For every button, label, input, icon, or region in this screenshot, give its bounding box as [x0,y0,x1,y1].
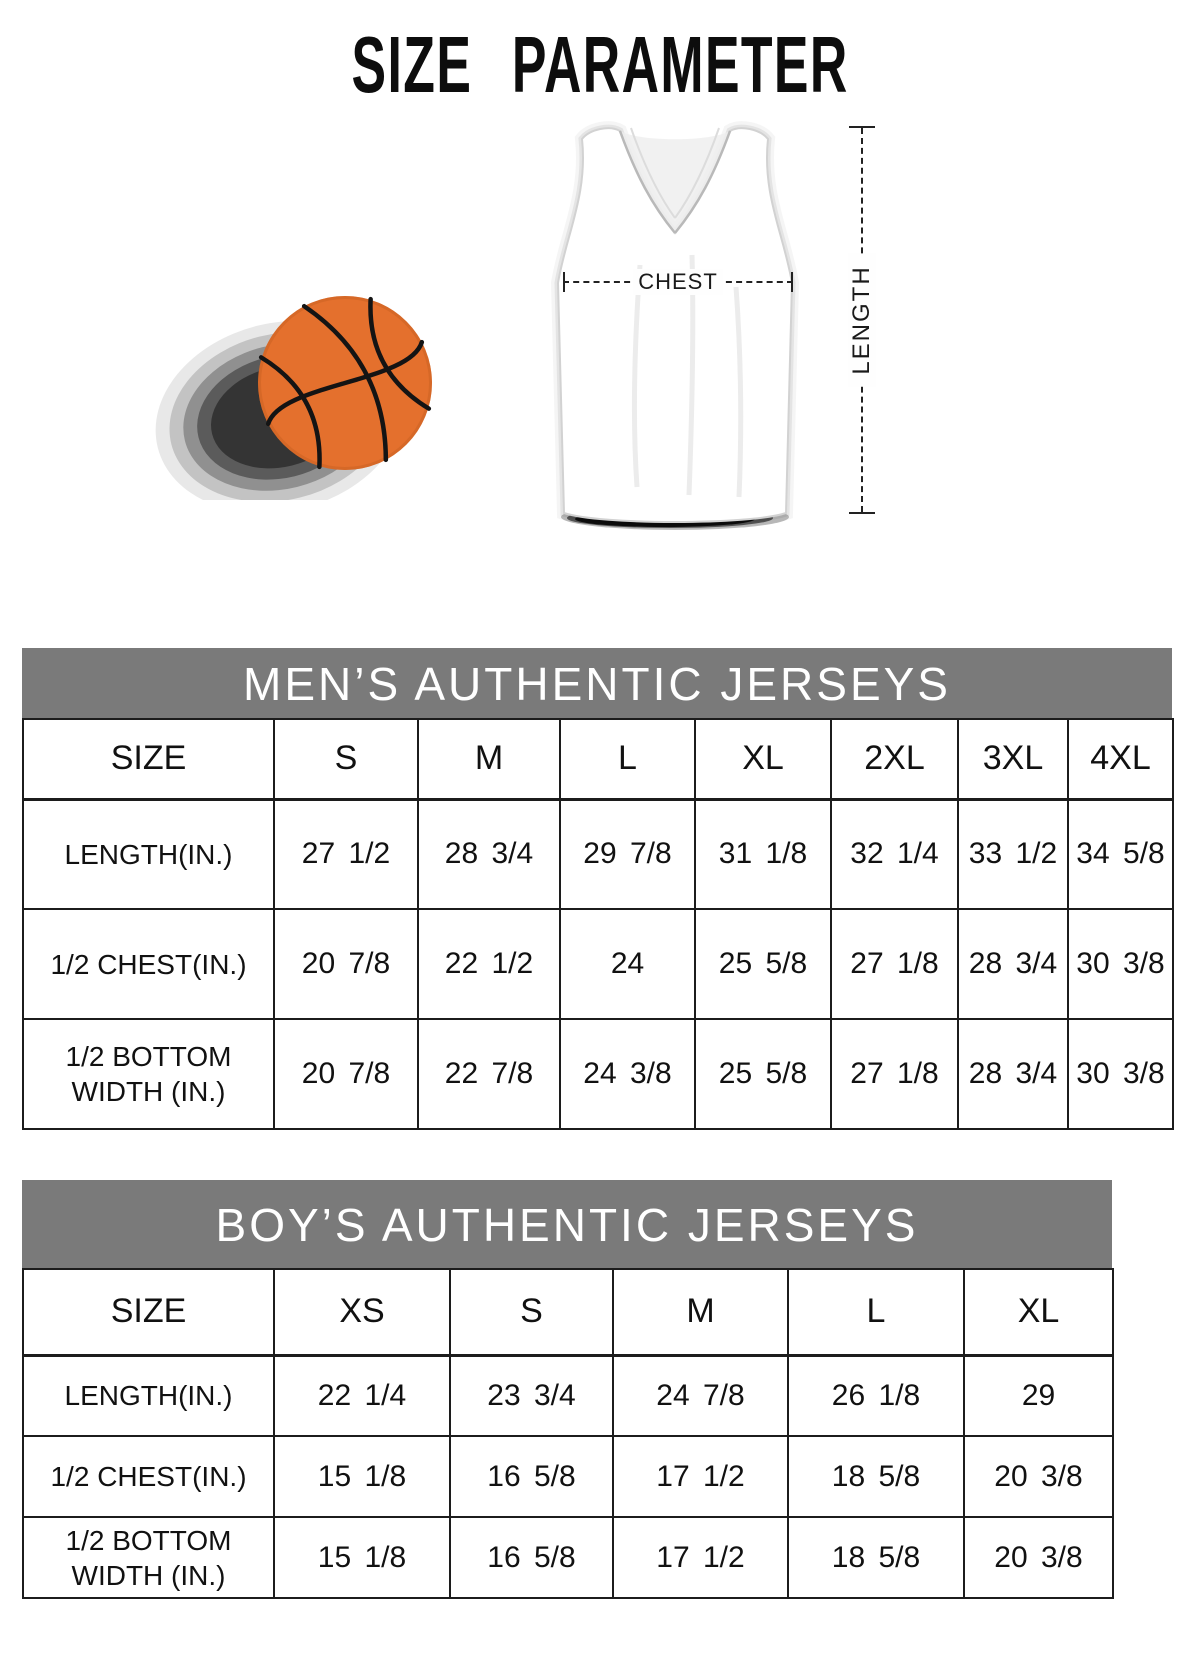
size-value-cell: 20 7/8 [273,1018,419,1130]
size-value-cell: 20 7/8 [273,908,419,1020]
length-label: LENGTH [848,253,876,387]
boys-size-grid: SIZE XS S M L XL LENGTH(IN.) 22 1/4 23 3… [22,1268,1114,1599]
size-value-cell: 16 5/8 [449,1435,614,1518]
size-value-cell: 34 5/8 [1067,798,1174,910]
size-value-cell: 27 1/8 [830,908,959,1020]
chest-tick-right [791,272,793,292]
size-value-cell: 20 3/8 [963,1435,1114,1518]
boys-table-title: BOY’S AUTHENTIC JERSEYS [22,1180,1112,1268]
mens-table-title: MEN’S AUTHENTIC JERSEYS [22,648,1172,718]
page-title: SIZE PARAMETER [0,20,1200,110]
basketball-icon [155,296,432,500]
size-value-cell: 28 3/4 [957,1018,1069,1130]
size-value-cell: 33 1/2 [957,798,1069,910]
size-value-cell: 22 1/2 [417,908,561,1020]
size-value-cell: 24 7/8 [612,1354,789,1437]
size-value-cell: 15 1/8 [273,1435,451,1518]
table-row-length: LENGTH(IN.) 22 1/4 23 3/4 24 7/8 26 1/8 … [22,1354,1114,1437]
size-value-cell: 23 3/4 [449,1354,614,1437]
size-value-cell: 17 1/2 [612,1435,789,1518]
size-value-cell: 20 3/8 [963,1516,1114,1599]
size-column-header: S [449,1268,614,1357]
size-value-cell: 22 7/8 [417,1018,561,1130]
size-value-cell: 29 [963,1354,1114,1437]
mens-size-grid: SIZE S M L XL 2XL 3XL 4XL LENGTH(IN.) 27… [22,718,1174,1130]
size-column-header: 4XL [1067,718,1174,801]
size-value-cell: 25 5/8 [694,1018,832,1130]
chest-label: CHEST [633,269,723,295]
size-value-cell: 26 1/8 [787,1354,965,1437]
row-label: 1/2 BOTTOM WIDTH (IN.) [22,1516,275,1599]
measurement-diagram: CHEST LENGTH [0,100,1200,560]
size-column-header: M [612,1268,789,1357]
table-row-half-bottom-width: 1/2 BOTTOM WIDTH (IN.) 15 1/8 16 5/8 17 … [22,1516,1114,1599]
length-cap-top [849,126,875,128]
size-value-cell: 16 5/8 [449,1516,614,1599]
size-value-cell: 17 1/2 [612,1516,789,1599]
length-measure-line: LENGTH [848,126,876,514]
size-value-cell: 29 7/8 [559,798,696,910]
size-value-cell: 15 1/8 [273,1516,451,1599]
row-label: LENGTH(IN.) [22,1354,275,1437]
size-value-cell: 28 3/4 [957,908,1069,1020]
size-column-header: 2XL [830,718,959,801]
row-label: 1/2 CHEST(IN.) [22,1435,275,1518]
size-value-cell: 18 5/8 [787,1516,965,1599]
boys-header-row: SIZE XS S M L XL [22,1268,1114,1357]
table-row-half-chest: 1/2 CHEST(IN.) 20 7/8 22 1/2 24 25 5/8 2… [22,908,1174,1020]
table-row-half-chest: 1/2 CHEST(IN.) 15 1/8 16 5/8 17 1/2 18 5… [22,1435,1114,1518]
size-column-header: M [417,718,561,801]
size-column-header: L [559,718,696,801]
size-column-header: XL [694,718,832,801]
table-row-half-bottom-width: 1/2 BOTTOM WIDTH (IN.) 20 7/8 22 7/8 24 … [22,1018,1174,1130]
size-column-header: L [787,1268,965,1357]
size-column-header: XL [963,1268,1114,1357]
boys-size-table: BOY’S AUTHENTIC JERSEYS SIZE XS S M L XL… [22,1180,1114,1599]
size-column-header: S [273,718,419,801]
size-column-header: 3XL [957,718,1069,801]
page-title-text: SIZE PARAMETER [351,19,849,110]
size-value-cell: 25 5/8 [694,908,832,1020]
jersey-icon [550,121,800,530]
row-label: LENGTH(IN.) [22,798,275,910]
size-value-cell: 24 [559,908,696,1020]
size-column-header: SIZE [22,718,275,801]
size-value-cell: 32 1/4 [830,798,959,910]
size-value-cell: 30 3/8 [1067,908,1174,1020]
size-value-cell: 24 3/8 [559,1018,696,1130]
size-value-cell: 27 1/8 [830,1018,959,1130]
size-value-cell: 28 3/4 [417,798,561,910]
size-value-cell: 22 1/4 [273,1354,451,1437]
mens-header-row: SIZE S M L XL 2XL 3XL 4XL [22,718,1174,801]
size-value-cell: 30 3/8 [1067,1018,1174,1130]
size-value-cell: 27 1/2 [273,798,419,910]
length-cap-bottom [849,512,875,514]
table-row-length: LENGTH(IN.) 27 1/2 28 3/4 29 7/8 31 1/8 … [22,798,1174,910]
row-label: 1/2 BOTTOM WIDTH (IN.) [22,1018,275,1130]
row-label: 1/2 CHEST(IN.) [22,908,275,1020]
size-value-cell: 18 5/8 [787,1435,965,1518]
size-value-cell: 31 1/8 [694,798,832,910]
size-column-header: XS [273,1268,451,1357]
chest-measure-line: CHEST [563,269,793,295]
size-column-header: SIZE [22,1268,275,1357]
mens-size-table: MEN’S AUTHENTIC JERSEYS SIZE S M L XL 2X… [22,648,1174,1130]
